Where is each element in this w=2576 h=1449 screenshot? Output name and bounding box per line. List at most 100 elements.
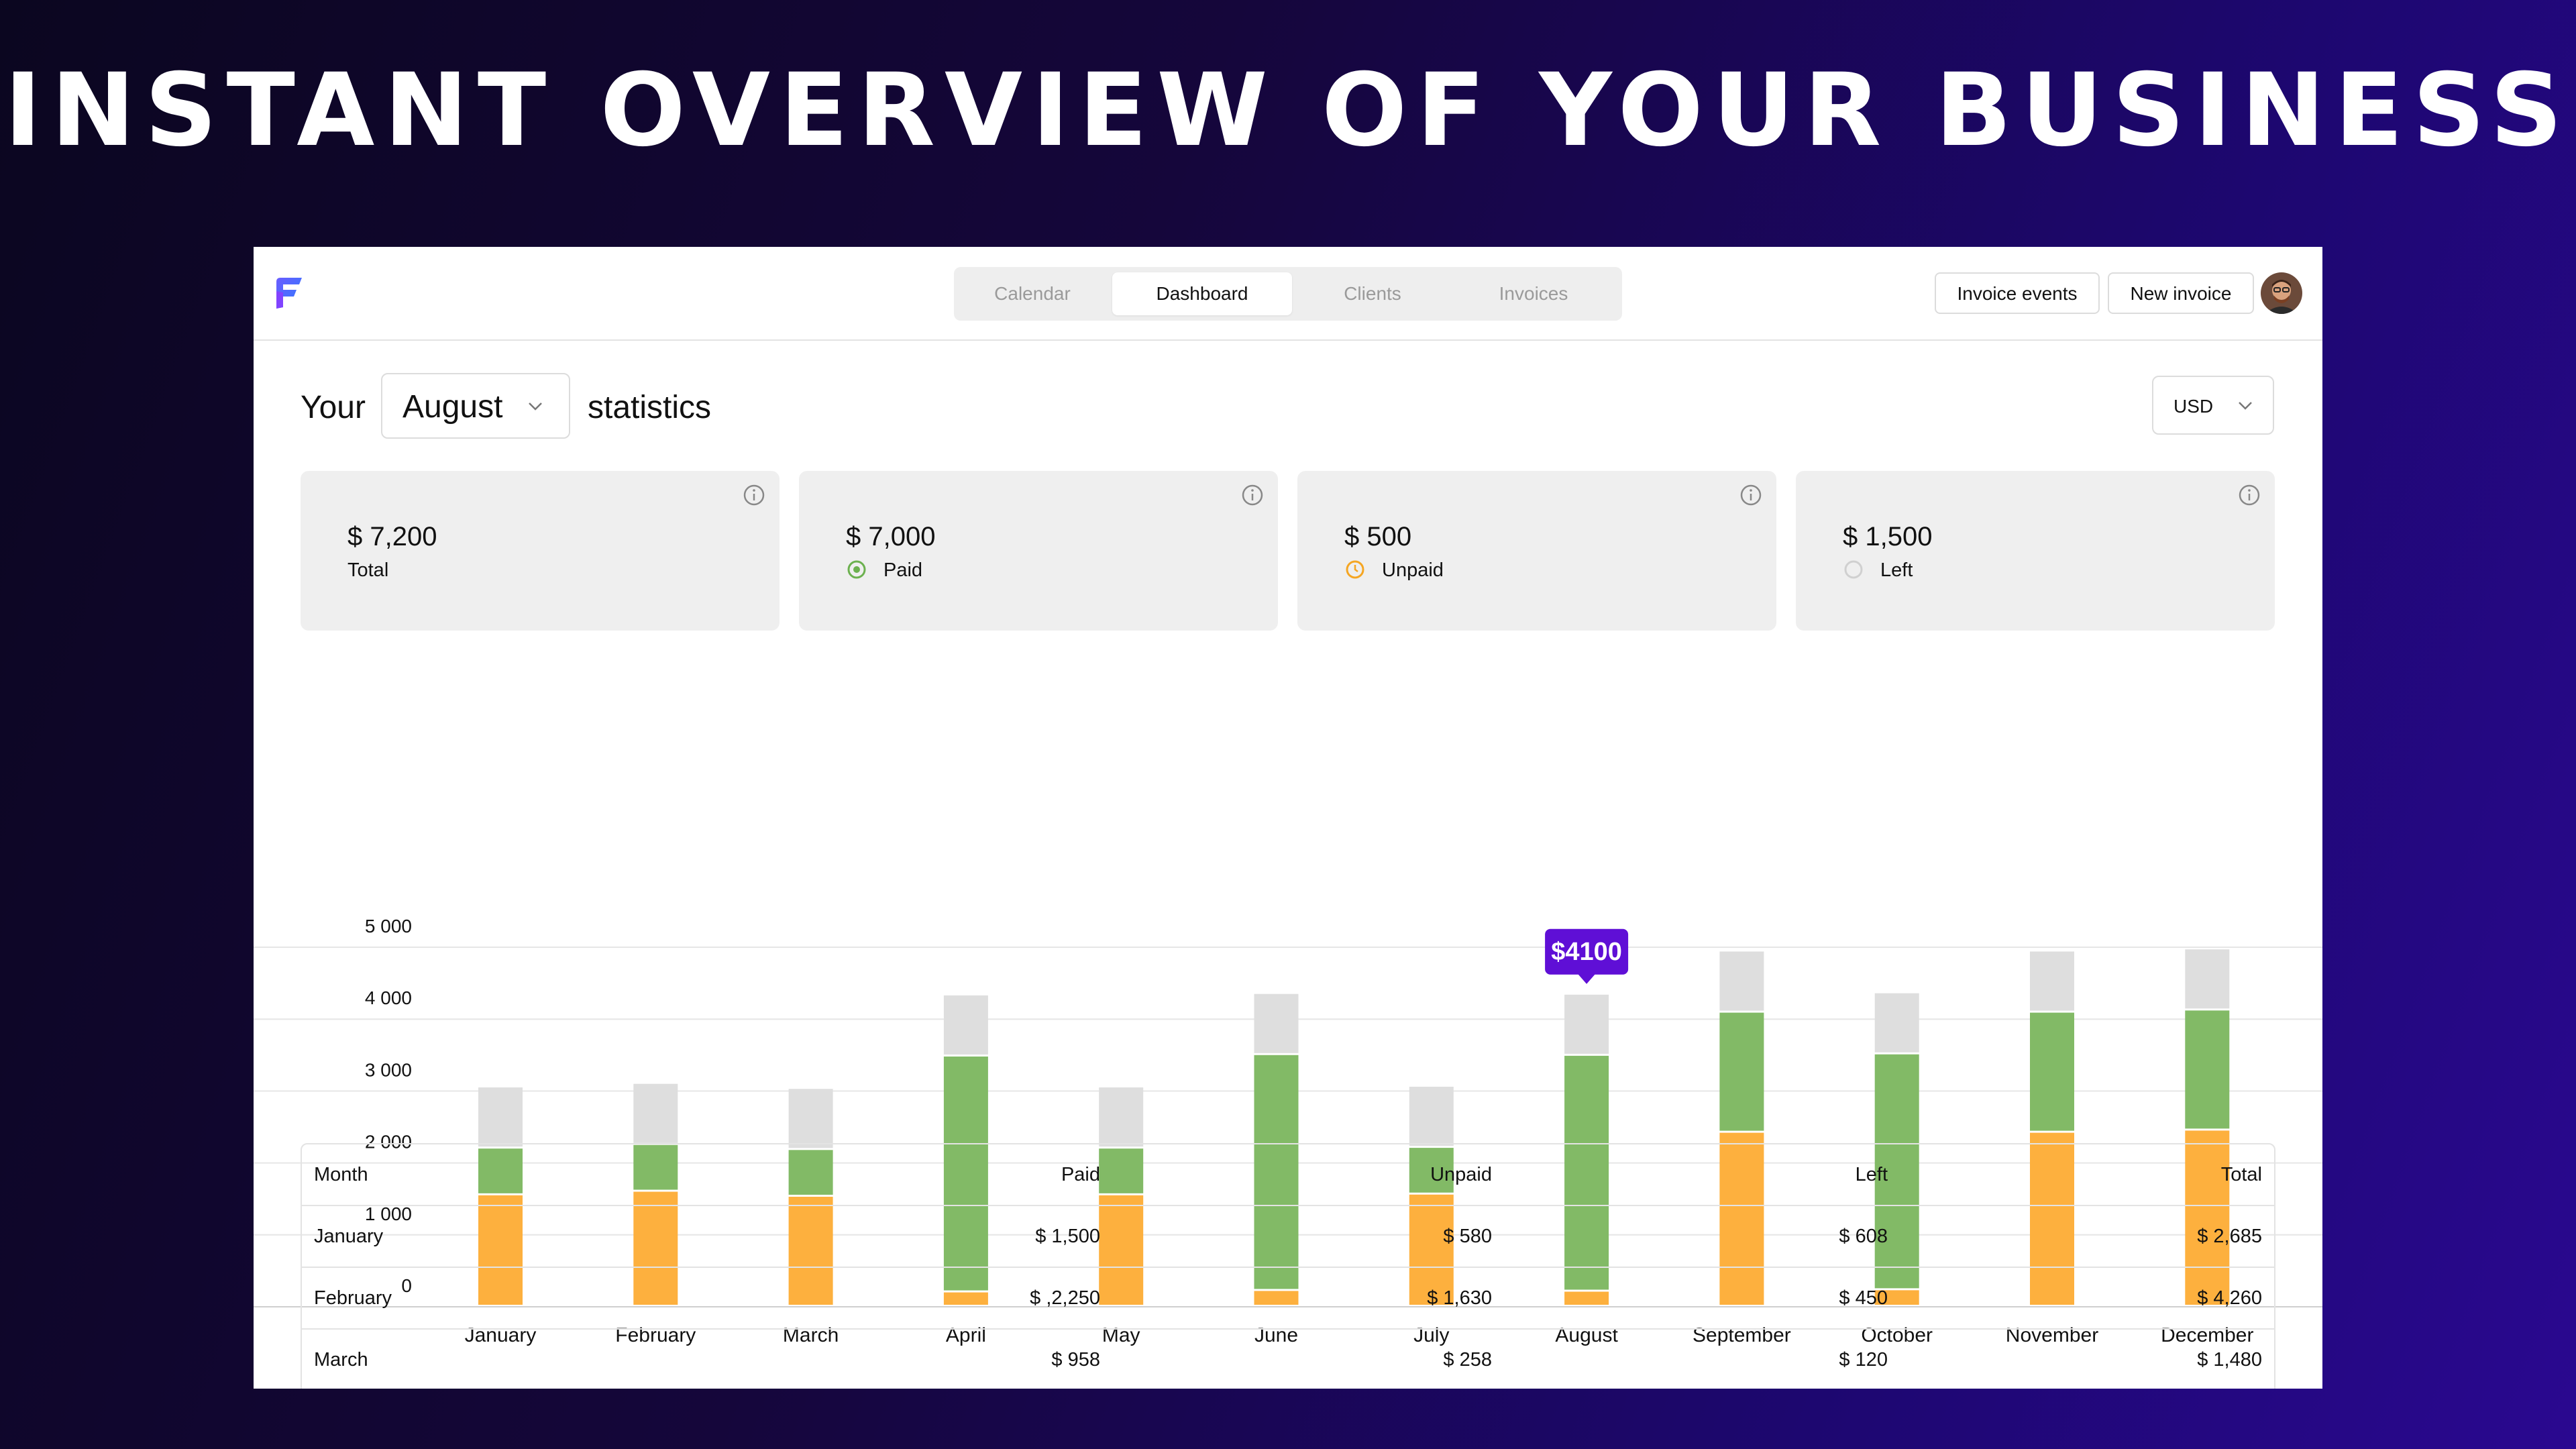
- tab-invoices[interactable]: Invoices: [1499, 283, 1568, 304]
- stat-amount: $ 500: [1344, 522, 1412, 551]
- x-tick-label: February: [615, 1324, 696, 1346]
- bar-paid: [1099, 1148, 1144, 1193]
- new-invoice-button[interactable]: New invoice: [2108, 272, 2254, 314]
- x-tick-label: July: [1413, 1324, 1449, 1346]
- x-tick-label: June: [1254, 1324, 1298, 1346]
- info-icon[interactable]: [742, 483, 766, 507]
- table-cell-left: $ 450: [1839, 1287, 1888, 1309]
- tab-dashboard[interactable]: Dashboard: [1112, 272, 1292, 315]
- empty-circle-icon: [1844, 560, 1863, 579]
- paid-status-icon: [847, 560, 866, 579]
- bar-unpaid: [2030, 1132, 2074, 1305]
- bar-left: [2030, 951, 2074, 1011]
- table-row[interactable]: March $ 958 $ 258 $ 120 $ 1,480: [302, 1330, 2274, 1389]
- bar-paid: [633, 1144, 678, 1190]
- x-tick-label: March: [783, 1324, 839, 1346]
- bar-paid: [2185, 1010, 2230, 1129]
- table-cell-left: $ 608: [1839, 1226, 1888, 1247]
- table-cell-paid: $ 958: [1051, 1349, 1100, 1371]
- bar-left: [633, 1083, 678, 1143]
- bar-left: [1409, 1086, 1454, 1146]
- stat-card-unpaid: $ 500 Unpaid: [1297, 471, 1776, 631]
- stat-label: Total: [347, 559, 389, 581]
- bar-paid: [478, 1148, 523, 1193]
- main-nav: Calendar Dashboard Clients Invoices: [954, 267, 1622, 321]
- info-icon[interactable]: [1240, 483, 1265, 507]
- stat-card-total: $ 7,200 Total: [301, 471, 780, 631]
- table-cell-paid: $ 1,500: [1035, 1226, 1100, 1247]
- y-tick-label: 3 000: [365, 1059, 412, 1080]
- tab-calendar[interactable]: Calendar: [994, 283, 1071, 304]
- bar-paid: [943, 1056, 988, 1291]
- table-cell-unpaid: $ 1,630: [1427, 1287, 1492, 1309]
- info-icon[interactable]: [1739, 483, 1763, 507]
- chevron-down-icon: [2239, 402, 2252, 410]
- x-tick-label: November: [2006, 1324, 2098, 1346]
- table-row[interactable]: January $ 1,500 $ 580 $ 608 $ 2,685: [302, 1206, 2274, 1268]
- user-avatar-icon: [2261, 272, 2302, 314]
- avatar[interactable]: [2261, 272, 2302, 314]
- bar-left: [1254, 994, 1299, 1053]
- info-icon[interactable]: [2237, 483, 2261, 507]
- headline: INSTANT OVERVIEW OF YOUR BUSINESS: [4, 52, 2572, 169]
- bar-left: [1874, 993, 1919, 1053]
- table-cell-total: $ 2,685: [2197, 1226, 2262, 1247]
- table-cell-left: $ 120: [1839, 1349, 1888, 1371]
- table-row[interactable]: February $ ,2,250 $ 1,630 $ 450 $ 4,260: [302, 1268, 2274, 1330]
- table-cell-paid: $ ,2,250: [1030, 1287, 1100, 1309]
- x-tick-label: September: [1693, 1324, 1791, 1346]
- currency-select[interactable]: USD: [2152, 376, 2274, 435]
- bar-left: [788, 1089, 833, 1148]
- app-window: Calendar Dashboard Clients Invoices Invo…: [254, 247, 2322, 1389]
- stat-card-left: $ 1,500 Left: [1796, 471, 2275, 631]
- bar-left: [478, 1087, 523, 1147]
- tab-clients[interactable]: Clients: [1344, 283, 1401, 304]
- stat-label: Paid: [883, 559, 923, 581]
- table-header-total: Total: [2220, 1164, 2262, 1185]
- bar-unpaid: [1874, 1290, 1919, 1305]
- x-tick-label: December: [2161, 1324, 2253, 1346]
- y-tick-label: 0: [401, 1275, 412, 1296]
- bar-unpaid: [2185, 1130, 2230, 1305]
- table-cell-total: $ 1,480: [2197, 1349, 2262, 1371]
- chevron-down-icon: [529, 402, 542, 411]
- table-cell-total: $ 4,260: [2197, 1287, 2262, 1309]
- y-tick-label: 1 000: [365, 1203, 412, 1224]
- bar-paid: [1719, 1012, 1764, 1131]
- monthly-table: Month Paid Unpaid Left Total January $ 1…: [301, 1143, 2275, 1389]
- x-tick-label: October: [1861, 1324, 1933, 1346]
- bar-unpaid: [478, 1195, 523, 1305]
- x-tick-label: May: [1102, 1324, 1140, 1346]
- clock-icon: [1346, 560, 1364, 579]
- header-prefix: Your: [301, 390, 366, 425]
- tooltip-label: $4100: [1551, 938, 1622, 966]
- bar-unpaid: [1564, 1291, 1609, 1305]
- bar-paid: [2030, 1012, 2074, 1131]
- bar-left: [1564, 994, 1609, 1054]
- bar-unpaid: [1409, 1194, 1454, 1305]
- x-tick-label: August: [1555, 1324, 1618, 1346]
- bar-left: [2185, 949, 2230, 1009]
- stat-label: Unpaid: [1382, 559, 1444, 581]
- app-logo[interactable]: [274, 276, 305, 310]
- stat-card-paid: $ 7,000 Paid: [799, 471, 1278, 631]
- bar-unpaid: [633, 1191, 678, 1305]
- x-tick-label: April: [946, 1324, 986, 1346]
- table-header-month: Month: [314, 1164, 368, 1185]
- bar-unpaid: [1099, 1195, 1144, 1305]
- y-tick-label: 4 000: [365, 987, 412, 1008]
- stat-amount: $ 7,000: [846, 522, 936, 551]
- y-tick-label: 2 000: [365, 1132, 412, 1152]
- table-cell-month: January: [314, 1226, 384, 1247]
- table-header-paid: Paid: [1061, 1164, 1100, 1185]
- monthly-chart: 5 000 4 000 3 000 2 000 1 000 0 January Februar…: [254, 663, 2322, 1378]
- invoice-events-button[interactable]: Invoice events: [1935, 272, 2100, 314]
- month-select-value: August: [402, 389, 503, 425]
- stat-label: Left: [1880, 559, 1913, 581]
- bar-left: [1719, 951, 1764, 1011]
- tooltip-arrow: [1577, 973, 1597, 984]
- header-suffix: statistics: [588, 390, 712, 425]
- currency-select-value: USD: [2174, 396, 2214, 417]
- month-select[interactable]: August: [381, 373, 570, 439]
